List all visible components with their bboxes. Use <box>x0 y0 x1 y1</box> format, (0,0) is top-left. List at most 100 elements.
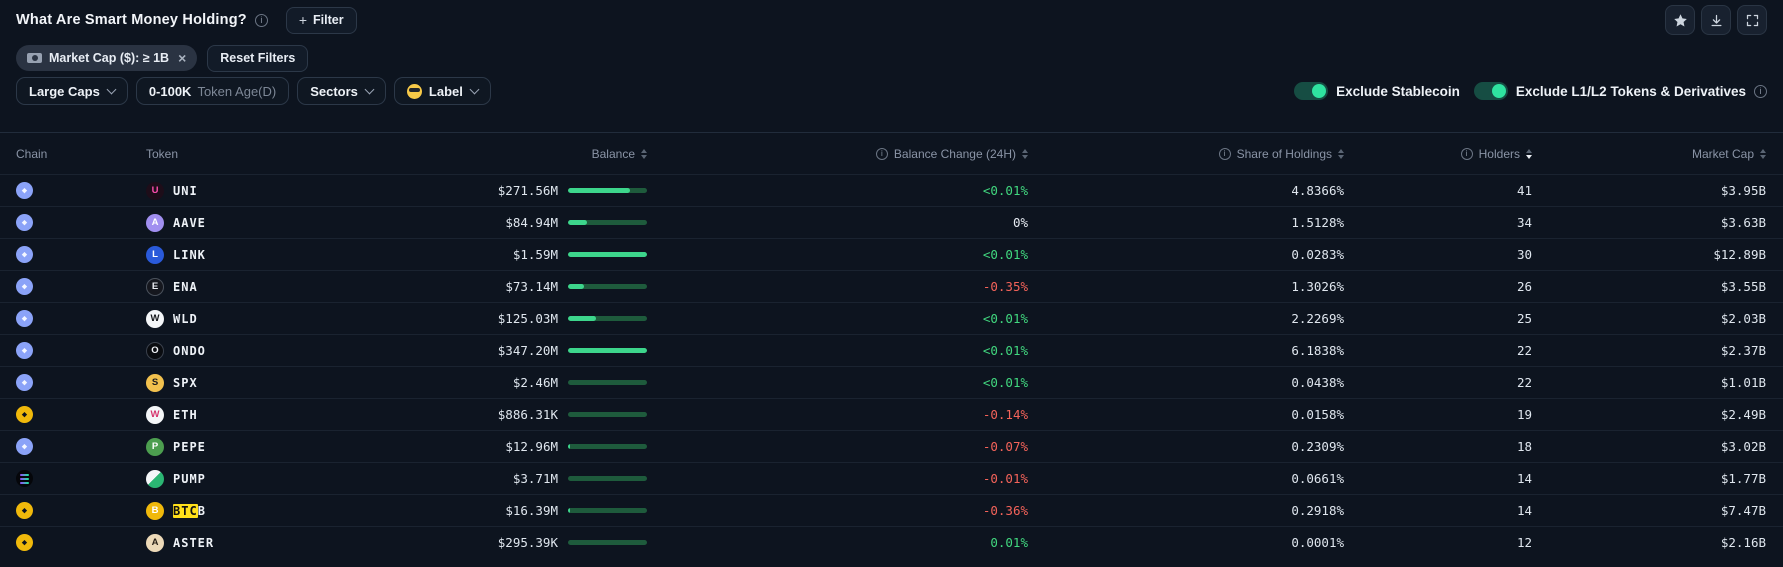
token-symbol: ASTER <box>173 536 214 550</box>
exclude-stablecoin-toggle[interactable] <box>1294 82 1329 100</box>
column-label-mcap: Market Cap <box>1691 146 1754 161</box>
token-symbol-part: PEPE <box>173 439 206 454</box>
token-symbol-part: ENA <box>173 279 198 294</box>
favorite-button[interactable] <box>1665 5 1695 35</box>
column-header-balance[interactable]: Balance <box>431 147 647 161</box>
holders-value: 22 <box>1516 375 1532 390</box>
cell-balance-change: <0.01% <box>647 311 1028 326</box>
table-row[interactable]: ◆ S SPX $2.46M <0.01% 0.0438% 22 $1.01B <box>0 366 1783 398</box>
column-header-share[interactable]: i Share of Holdings <box>1028 147 1344 161</box>
table-row[interactable]: ◆ A AAVE $84.94M 0% 1.5128% 34 $3.63B <box>0 206 1783 238</box>
add-filter-button[interactable]: + Filter <box>285 6 357 34</box>
sort-up-caret <box>641 148 647 153</box>
table-row[interactable]: ◆ B BTCB $16.39M -0.36% 0.2918% 14 $7.47B <box>0 494 1783 526</box>
token-symbol: ENA <box>173 280 198 294</box>
cell-holders: 22 <box>1344 343 1532 358</box>
page-title: What Are Smart Money Holding? <box>16 12 247 28</box>
token-symbol: ETH <box>173 408 198 422</box>
change-info-icon[interactable]: i <box>875 147 888 160</box>
cell-market-cap: $3.95B <box>1532 183 1766 198</box>
table-row[interactable]: ◆ W ETH $886.31K -0.14% 0.0158% 19 $2.49B <box>0 398 1783 430</box>
exclude-l1l2-toggle[interactable] <box>1473 82 1508 100</box>
toolbar-actions <box>1665 5 1767 35</box>
balance-bar <box>568 540 647 545</box>
cell-market-cap: $2.16B <box>1532 535 1766 550</box>
remove-filter-icon[interactable]: × <box>178 50 187 66</box>
token-symbol-part: UNI <box>173 183 198 198</box>
balance-value: $295.39K <box>497 535 558 550</box>
table-row[interactable]: ◆ U UNI $271.56M <0.01% 4.8366% 41 $3.95B <box>0 174 1783 206</box>
cell-balance-change: <0.01% <box>647 183 1028 198</box>
market-cap-value: $2.49B <box>1720 407 1766 422</box>
market-cap-value: $1.77B <box>1720 471 1766 486</box>
cell-holders: 30 <box>1344 247 1532 262</box>
table-row[interactable]: ◆ P PEPE $12.96M -0.07% 0.2309% 18 $3.02B <box>0 430 1783 462</box>
balance-value: $2.46M <box>512 375 558 390</box>
market-cap-filter-chip[interactable]: Market Cap ($): ≥ 1B × <box>16 45 198 71</box>
holders-value: 22 <box>1516 343 1532 358</box>
reset-filters-button[interactable]: Reset Filters <box>207 44 309 72</box>
table-row[interactable]: ◆ A ASTER $295.39K 0.01% 0.0001% 12 $2.16B <box>0 526 1783 558</box>
wld-token-icon: W <box>146 309 164 328</box>
sectors-dropdown[interactable]: Sectors <box>297 77 386 105</box>
balance-bar <box>568 220 647 225</box>
cell-holders: 25 <box>1344 311 1532 326</box>
cell-balance-change: -0.07% <box>647 439 1028 454</box>
l1l2-info-icon[interactable]: i <box>1754 84 1767 98</box>
balance-bar-fill <box>568 252 647 257</box>
ethereum-chain-icon: ◆ <box>16 310 33 327</box>
token-symbol-part: AAVE <box>173 215 206 230</box>
share-info-icon[interactable]: i <box>1218 147 1231 160</box>
token-age-filter[interactable]: 0-100K Token Age(D) <box>135 77 290 105</box>
table-row[interactable]: ◆ O ONDO $347.20M <0.01% 6.1838% 22 $2.37B <box>0 334 1783 366</box>
large-caps-dropdown[interactable]: Large Caps <box>16 77 128 105</box>
sort-icon <box>1526 148 1532 159</box>
token-symbol: UNI <box>173 184 198 198</box>
cell-market-cap: $1.01B <box>1532 375 1766 390</box>
token-symbol: SPX <box>173 376 198 390</box>
cell-chain: ◆ <box>16 406 146 423</box>
title-info-icon[interactable]: i <box>254 13 268 27</box>
share-value: 0.2918% <box>1291 503 1344 518</box>
column-label-chain: Chain <box>16 146 48 161</box>
share-value: 1.5128% <box>1291 215 1344 230</box>
sort-down-caret <box>1338 154 1344 159</box>
balance-change-value: <0.01% <box>982 375 1028 390</box>
bnb-chain-icon: ◆ <box>16 502 33 519</box>
column-header-holders[interactable]: i Holders <box>1344 147 1532 161</box>
share-value: 0.0001% <box>1291 535 1344 550</box>
table-row[interactable]: PUMP $3.71M -0.01% 0.0661% 14 $1.77B <box>0 462 1783 494</box>
balance-bar-fill <box>568 316 597 321</box>
balance-value: $271.56M <box>497 183 558 198</box>
balance-bar-fill <box>568 284 584 289</box>
fullscreen-button[interactable] <box>1737 5 1767 35</box>
solana-chain-icon <box>16 470 33 487</box>
table-row[interactable]: ◆ E ENA $73.14M -0.35% 1.3026% 26 $3.55B <box>0 270 1783 302</box>
ena-token-icon: E <box>146 277 164 296</box>
column-header-mcap[interactable]: Market Cap <box>1532 147 1766 161</box>
top-bar: What Are Smart Money Holding? i + Filter <box>0 0 1783 40</box>
label-dropdown[interactable]: Label <box>393 77 491 105</box>
cell-share-of-holdings: 2.2269% <box>1028 311 1344 326</box>
ethereum-chain-icon: ◆ <box>16 278 33 295</box>
column-label-share: Share of Holdings <box>1236 146 1332 161</box>
column-header-change[interactable]: i Balance Change (24H) <box>647 147 1028 161</box>
holders-info-icon[interactable]: i <box>1460 147 1473 160</box>
token-symbol: ONDO <box>173 344 206 358</box>
cell-balance: $3.71M <box>431 471 647 486</box>
cell-holders: 14 <box>1344 503 1532 518</box>
cell-chain: ◆ <box>16 182 146 199</box>
cell-market-cap: $2.49B <box>1532 407 1766 422</box>
balance-bar <box>568 444 647 449</box>
cell-token: P PEPE <box>146 437 431 456</box>
balance-value: $125.03M <box>497 311 558 326</box>
cell-market-cap: $3.02B <box>1532 439 1766 454</box>
share-value: 4.8366% <box>1291 183 1344 198</box>
cell-token: W WLD <box>146 309 431 328</box>
table-row[interactable]: ◆ L LINK $1.59M <0.01% 0.0283% 30 $12.89B <box>0 238 1783 270</box>
cell-token: S SPX <box>146 373 431 392</box>
cell-token: O ONDO <box>146 341 431 360</box>
download-button[interactable] <box>1701 5 1731 35</box>
pump-token-icon <box>146 469 164 488</box>
table-row[interactable]: ◆ W WLD $125.03M <0.01% 2.2269% 25 $2.03B <box>0 302 1783 334</box>
